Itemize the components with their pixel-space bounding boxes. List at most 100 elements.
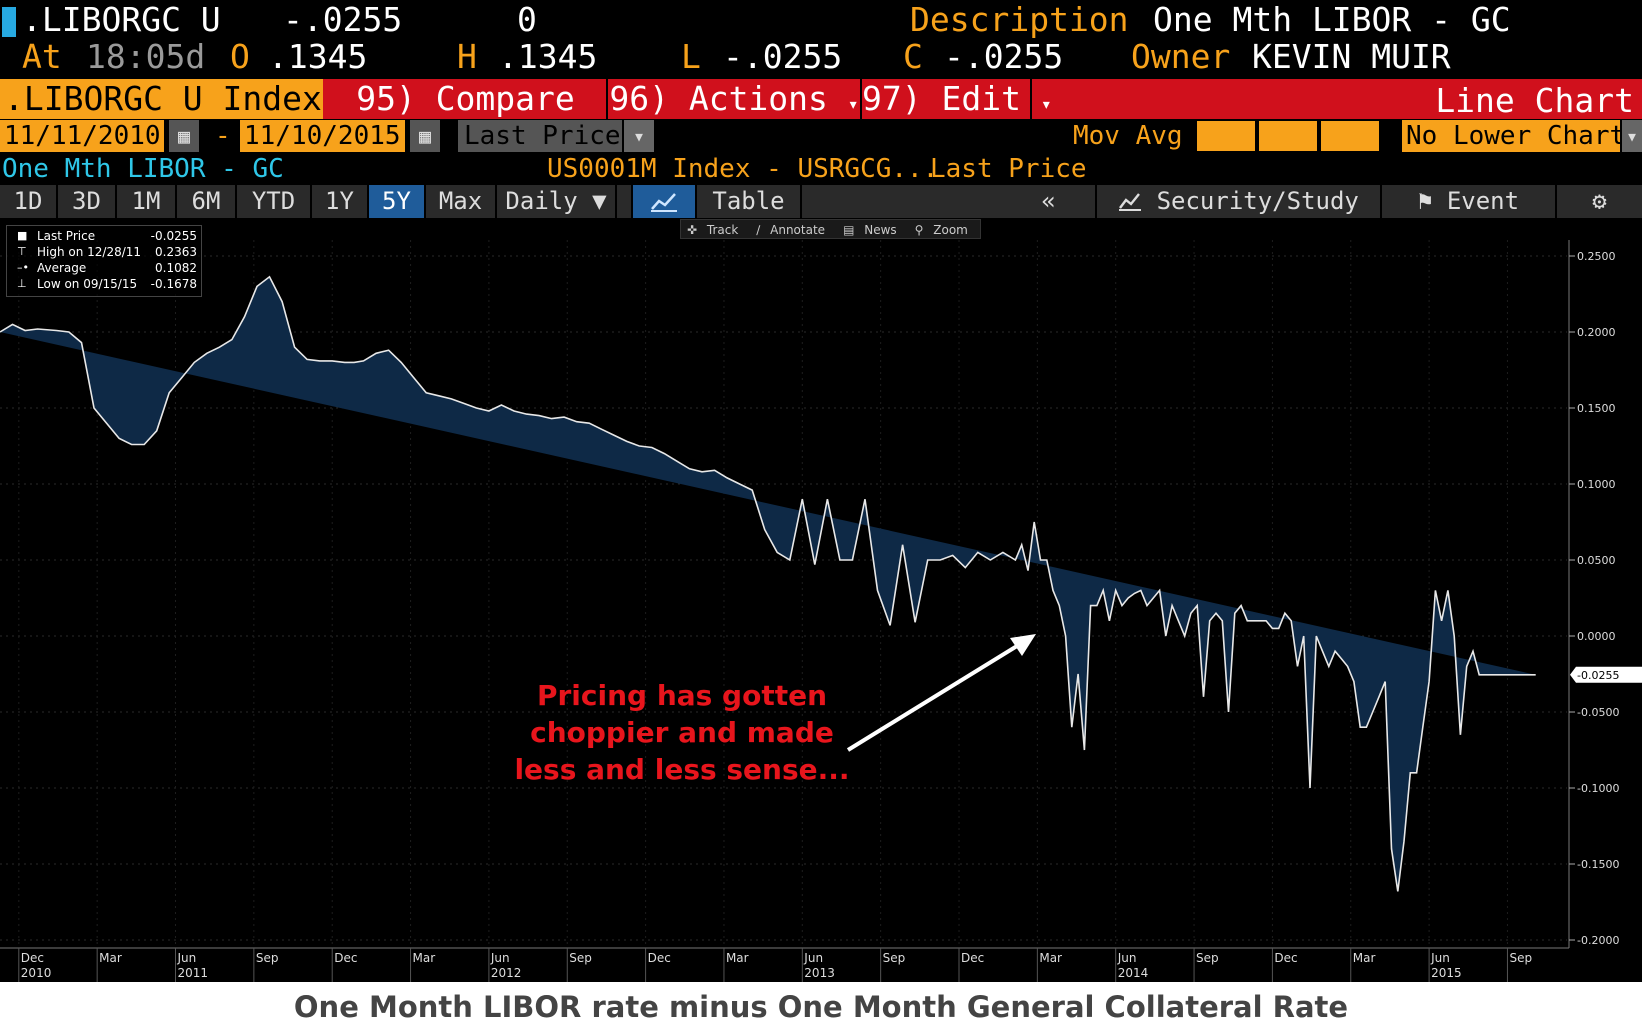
lower-chart-select[interactable]: No Lower Chart bbox=[1402, 120, 1625, 152]
period-5y[interactable]: 5Y bbox=[369, 185, 426, 218]
security-study-button[interactable]: Security/Study bbox=[1097, 185, 1382, 218]
x-tick-label: Dec bbox=[334, 951, 357, 965]
event-button[interactable]: ⚑ Event bbox=[1382, 185, 1557, 218]
price-chart[interactable]: 0.2500 0.2000 0.1500 0.1000 0.0500 0.0000 -0.0… bbox=[0, 240, 1642, 982]
last-value-label: -0.0255 bbox=[1577, 669, 1619, 682]
description-value: One Mth LIBOR - GC bbox=[1153, 0, 1511, 39]
menu-bar: .LIBORGC U Index 95) Compare 96) Actions… bbox=[0, 79, 1642, 120]
mov-avg-slot-1[interactable] bbox=[1197, 121, 1255, 151]
low-value: -.0255 bbox=[723, 37, 843, 76]
last-value: -.0255 bbox=[283, 0, 403, 39]
period-max[interactable]: Max bbox=[426, 185, 497, 218]
period-3d[interactable]: 3D bbox=[58, 185, 117, 218]
chevron-down-icon[interactable]: ▾ bbox=[1622, 120, 1642, 152]
dropdown-arrow-icon: ▾ bbox=[847, 94, 859, 115]
net-change: 0 bbox=[517, 0, 537, 39]
y-tick-label: 0.1500 bbox=[1577, 402, 1616, 415]
x-tick-label: Jun bbox=[803, 951, 823, 965]
x-year-label: 2014 bbox=[1118, 966, 1149, 980]
high-value: .1345 bbox=[498, 37, 598, 76]
mov-avg-slot-3[interactable] bbox=[1321, 121, 1379, 151]
x-year-label: 2011 bbox=[178, 966, 209, 980]
tool-zoom[interactable]: ⚲ Zoom bbox=[909, 220, 980, 240]
close-value: -.0255 bbox=[944, 37, 1064, 76]
mov-avg-label: Mov Avg bbox=[1073, 121, 1183, 151]
x-tick-label: Mar bbox=[413, 951, 436, 965]
field-select[interactable]: Last Price bbox=[458, 120, 622, 152]
edit-menu-button[interactable]: 97) Edit ▾ bbox=[862, 79, 1052, 119]
period-ytd[interactable]: YTD bbox=[237, 185, 312, 218]
calendar-icon[interactable]: ▦ bbox=[410, 120, 440, 152]
settings-button[interactable]: ⚙ bbox=[1557, 185, 1642, 218]
index-name-field[interactable]: .LIBORGC U Index bbox=[0, 79, 323, 119]
y-tick-label: 0.2500 bbox=[1577, 250, 1616, 263]
x-tick-label: Dec bbox=[648, 951, 671, 965]
gear-icon: ⚙ bbox=[1592, 187, 1607, 215]
series-field: Last Price bbox=[930, 154, 1087, 184]
collapse-back-button[interactable]: « bbox=[1002, 185, 1097, 218]
update-time: 18:05d bbox=[86, 37, 206, 76]
annotation-arrow-shaft bbox=[846, 636, 1032, 752]
news-label: News bbox=[864, 223, 897, 237]
chart-view-button[interactable] bbox=[633, 185, 697, 218]
annotation-arrowhead bbox=[1010, 634, 1036, 656]
x-year-label: 2013 bbox=[804, 966, 835, 980]
open-value: .1345 bbox=[268, 37, 368, 76]
close-label: C bbox=[903, 37, 923, 76]
tool-track[interactable]: ✜ Track bbox=[681, 220, 750, 240]
compare-button[interactable]: 95) Compare bbox=[325, 79, 608, 119]
security-study-label: Security/Study bbox=[1156, 187, 1359, 215]
open-label: O bbox=[230, 37, 250, 76]
series-line bbox=[0, 275, 1536, 892]
calendar-icon[interactable]: ▦ bbox=[169, 120, 199, 152]
tool-news[interactable]: ▤ News bbox=[837, 220, 909, 240]
x-tick-label: Mar bbox=[1039, 951, 1062, 965]
y-tick-label: -0.1500 bbox=[1577, 858, 1619, 871]
chart-type-label[interactable]: Line Chart bbox=[1435, 81, 1634, 120]
legend-label: Last Price bbox=[37, 229, 96, 243]
frequency-select[interactable]: Daily ▼ bbox=[497, 185, 617, 218]
table-view-button[interactable]: Table bbox=[697, 185, 802, 218]
end-date-field[interactable]: 11/10/2015 bbox=[240, 120, 405, 152]
high-label: H bbox=[457, 37, 477, 76]
period-6m[interactable]: 6M bbox=[177, 185, 237, 218]
start-date-field[interactable]: 11/11/2010 bbox=[0, 120, 164, 152]
period-1d[interactable]: 1D bbox=[0, 185, 58, 218]
y-tick-label: -0.0500 bbox=[1577, 706, 1619, 719]
x-tick-label: Dec bbox=[21, 951, 44, 965]
controls-bar: 11/11/2010 ▦ - 11/10/2015 ▦ Last Price ▾… bbox=[0, 119, 1642, 153]
ticker[interactable]: .LIBORGC U bbox=[22, 0, 221, 39]
period-1y[interactable]: 1Y bbox=[312, 185, 369, 218]
x-tick-label: Jun bbox=[1430, 951, 1450, 965]
series-description: One Mth LIBOR - GC bbox=[2, 154, 284, 184]
legend-row-low: ⊥ Low on 09/15/15 -0.1678 bbox=[7, 276, 203, 292]
subtitle-bar: One Mth LIBOR - GC US0001M Index - USRGC… bbox=[0, 153, 1642, 185]
header-row-1: .LIBORGC U -.0255 0 Description One Mth … bbox=[0, 1, 1642, 39]
y-tick-label: 0.1000 bbox=[1577, 478, 1616, 491]
owner-value: KEVIN MUIR bbox=[1252, 37, 1451, 76]
y-tick-label: 0.0000 bbox=[1577, 630, 1616, 643]
actions-menu-button[interactable]: 96) Actions ▾ bbox=[608, 79, 862, 119]
annotate-label: Annotate bbox=[770, 223, 826, 237]
x-tick-label: Mar bbox=[726, 951, 749, 965]
dropdown-arrow-icon: ▾ bbox=[1040, 94, 1052, 115]
series-formula: US0001M Index - USRGCG... bbox=[547, 154, 939, 184]
track-label: Track bbox=[706, 223, 739, 237]
flag-icon: ⚑ bbox=[1417, 187, 1433, 215]
command-cursor bbox=[2, 7, 16, 37]
tool-annotate[interactable]: ∕ Annotate bbox=[750, 220, 837, 240]
x-axis-band bbox=[0, 948, 1642, 982]
frequency-label: Daily bbox=[505, 187, 578, 215]
y-tick-label: -0.1000 bbox=[1577, 782, 1619, 795]
at-label: At bbox=[22, 37, 62, 76]
mov-avg-slot-2[interactable] bbox=[1259, 121, 1317, 151]
period-1m[interactable]: 1M bbox=[117, 185, 177, 218]
average-marker-icon: –• bbox=[17, 261, 29, 274]
annotation-line-1: Pricing has gotten bbox=[537, 679, 827, 712]
x-tick-label: Sep bbox=[569, 951, 592, 965]
chart-legend: ■ Last Price -0.0255 ⊤ High on 12/28/11 … bbox=[6, 225, 202, 297]
chevron-down-icon[interactable]: ▾ bbox=[624, 120, 654, 152]
x-year-label: 2010 bbox=[21, 966, 52, 980]
legend-value: 0.1082 bbox=[155, 261, 197, 275]
x-tick-label: Jun bbox=[177, 951, 197, 965]
